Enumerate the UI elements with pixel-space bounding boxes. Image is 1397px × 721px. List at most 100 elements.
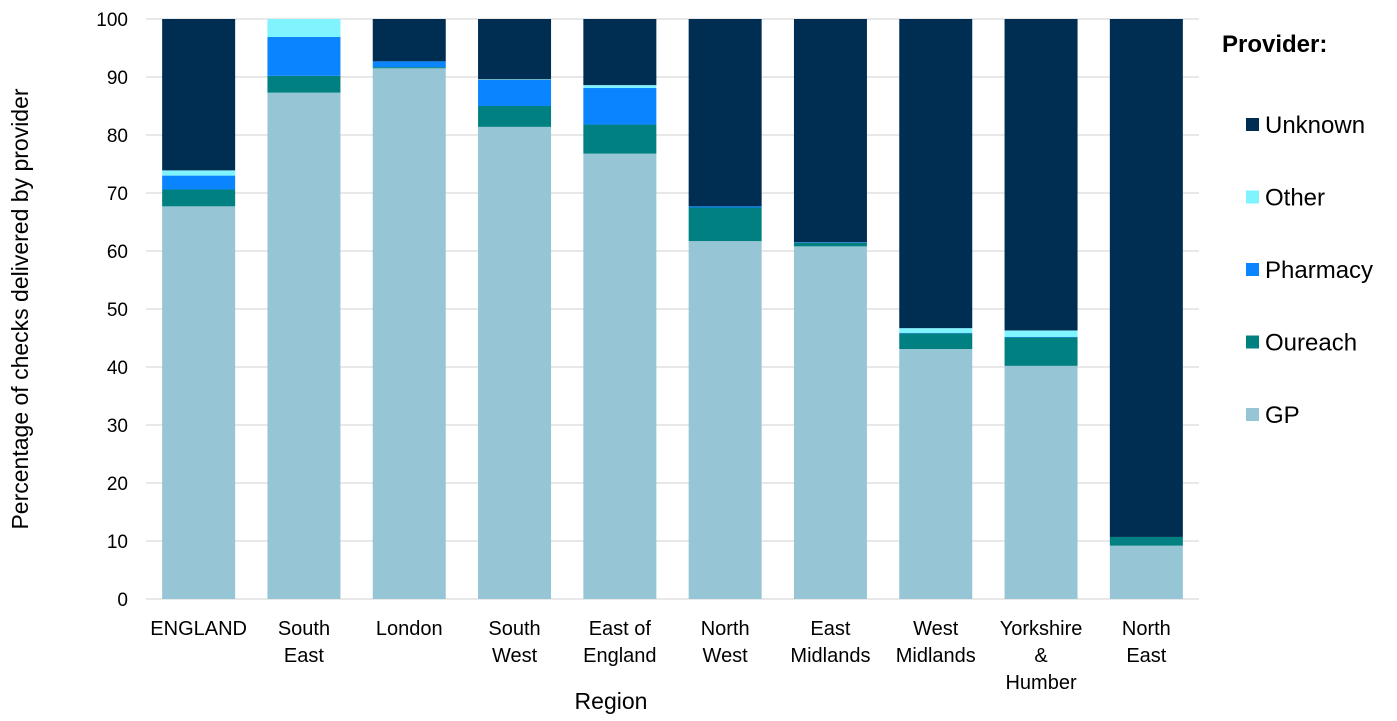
x-category-label-line: London xyxy=(376,618,443,640)
bar-segment-gp xyxy=(1004,365,1078,599)
y-tick-label: 20 xyxy=(107,474,128,495)
bar-segment-other xyxy=(478,79,552,80)
bar-segment-unknown xyxy=(1109,19,1183,537)
legend-title: Provider: xyxy=(1222,31,1327,58)
x-category-label-line: ENGLAND xyxy=(150,618,247,640)
y-axis-ticks: 0 10 20 30 40 50 60 70 80 90 100 xyxy=(96,10,128,611)
bar-segment-pharmacy xyxy=(372,61,446,68)
x-category-label-line: & xyxy=(1034,645,1048,667)
x-category-label: London xyxy=(376,618,443,640)
y-tick-label: 40 xyxy=(107,358,128,379)
y-tick-label: 100 xyxy=(96,10,128,31)
x-axis-title: Region xyxy=(575,688,648,714)
x-category-label-line: West xyxy=(492,645,538,667)
x-category-label-line: East xyxy=(810,618,850,640)
bars xyxy=(162,19,1183,600)
legend-swatch-pharmacy xyxy=(1246,263,1259,276)
bar-segment-unknown xyxy=(478,19,552,80)
x-category-label-line: North xyxy=(1122,618,1171,640)
legend-label-gp: GP xyxy=(1265,402,1300,429)
legend-swatch-unknown xyxy=(1246,118,1259,131)
x-category-label-line: North xyxy=(701,618,750,640)
legend: Provider: Unknown Other Pharmacy Oureach GP xyxy=(1222,31,1373,429)
legend-label-oureach: Oureach xyxy=(1265,330,1357,357)
legend-swatch-oureach xyxy=(1246,335,1259,349)
legend-swatch-other xyxy=(1246,190,1259,204)
x-category-label-line: West xyxy=(703,645,749,667)
bar-segment-other xyxy=(162,170,236,176)
bar-segment-pharmacy xyxy=(162,175,236,190)
bar-segment-pharmacy xyxy=(793,242,867,243)
x-category-label-line: West xyxy=(913,618,959,640)
bar-segment-gp xyxy=(372,68,446,600)
bar-segment-gp xyxy=(267,92,341,599)
x-category-label: East of England xyxy=(583,618,656,667)
y-tick-label: 10 xyxy=(107,532,128,553)
bar-segment-oureach xyxy=(162,189,236,207)
bar-segment-gp xyxy=(583,153,657,599)
x-category-label-line: East xyxy=(284,645,324,667)
legend-label-unknown: Unknown xyxy=(1265,112,1365,139)
bar-segment-unknown xyxy=(583,19,657,86)
bar-segment-unknown xyxy=(1004,19,1078,331)
y-tick-label: 30 xyxy=(107,416,128,437)
bar-segment-unknown xyxy=(162,19,236,171)
bar-segment-other xyxy=(583,85,657,89)
x-category-label: North West xyxy=(701,618,750,667)
y-tick-label: 50 xyxy=(107,300,128,321)
bar-segment-oureach xyxy=(688,207,762,242)
bar-segment-oureach xyxy=(899,333,973,350)
bar-segment-other xyxy=(1004,330,1078,337)
bar-segment-pharmacy xyxy=(583,88,657,125)
y-tick-label: 90 xyxy=(107,68,128,89)
x-category-label: East Midlands xyxy=(790,618,870,667)
bar-segment-gp xyxy=(478,126,552,599)
bar-segment-unknown xyxy=(372,19,446,62)
bar-segment-gp xyxy=(1109,545,1183,599)
y-tick-label: 80 xyxy=(107,126,128,147)
y-tick-label: 60 xyxy=(107,242,128,263)
legend-label-other: Other xyxy=(1265,185,1325,212)
bar-segment-other xyxy=(899,328,973,333)
x-category-label-line: Humber xyxy=(1005,672,1076,694)
bar-segment-oureach xyxy=(1109,536,1183,546)
x-category-label: South West xyxy=(488,618,540,667)
bar-segment-unknown xyxy=(688,19,762,207)
y-tick-label: 70 xyxy=(107,184,128,205)
bar-segment-pharmacy xyxy=(1004,336,1078,338)
x-category-label: West Midlands xyxy=(896,618,976,667)
x-category-label-line: East xyxy=(1126,645,1166,667)
x-category-label-line: Midlands xyxy=(896,645,976,667)
bar-segment-other xyxy=(267,19,341,37)
bar-segment-unknown xyxy=(793,19,867,243)
x-category-label: North East xyxy=(1122,618,1171,667)
x-category-label-line: South xyxy=(278,618,330,640)
x-category-label: ENGLAND xyxy=(150,618,247,640)
y-axis-title: Percentage of checks delivered by provid… xyxy=(7,88,33,529)
x-category-label: Yorkshire & Humber xyxy=(1000,618,1083,694)
x-category-label-line: England xyxy=(583,645,656,667)
x-category-label: South East xyxy=(278,618,330,667)
bar-segment-pharmacy xyxy=(478,79,552,106)
x-category-label-line: South xyxy=(488,618,540,640)
x-category-label-line: Yorkshire xyxy=(1000,618,1083,640)
y-tick-label: 0 xyxy=(117,590,128,611)
bar-segment-gp xyxy=(793,246,867,600)
x-category-label-line: Midlands xyxy=(790,645,870,667)
bar-segment-gp xyxy=(162,206,236,599)
x-axis-category-labels: ENGLAND South East London South West East of En… xyxy=(150,618,1171,694)
bar-segment-pharmacy xyxy=(688,206,762,208)
bar-segment-pharmacy xyxy=(899,332,973,334)
legend-label-pharmacy: Pharmacy xyxy=(1265,257,1373,284)
legend-swatch-gp xyxy=(1246,408,1259,421)
bar-segment-oureach xyxy=(478,106,552,127)
bar-segment-oureach xyxy=(583,124,657,154)
bar-segment-oureach xyxy=(372,67,446,69)
bar-segment-oureach xyxy=(267,75,341,93)
x-category-label-line: East of xyxy=(589,618,652,640)
bar-segment-unknown xyxy=(899,19,973,329)
bar-segment-oureach xyxy=(793,242,867,247)
bar-segment-oureach xyxy=(1004,337,1078,366)
